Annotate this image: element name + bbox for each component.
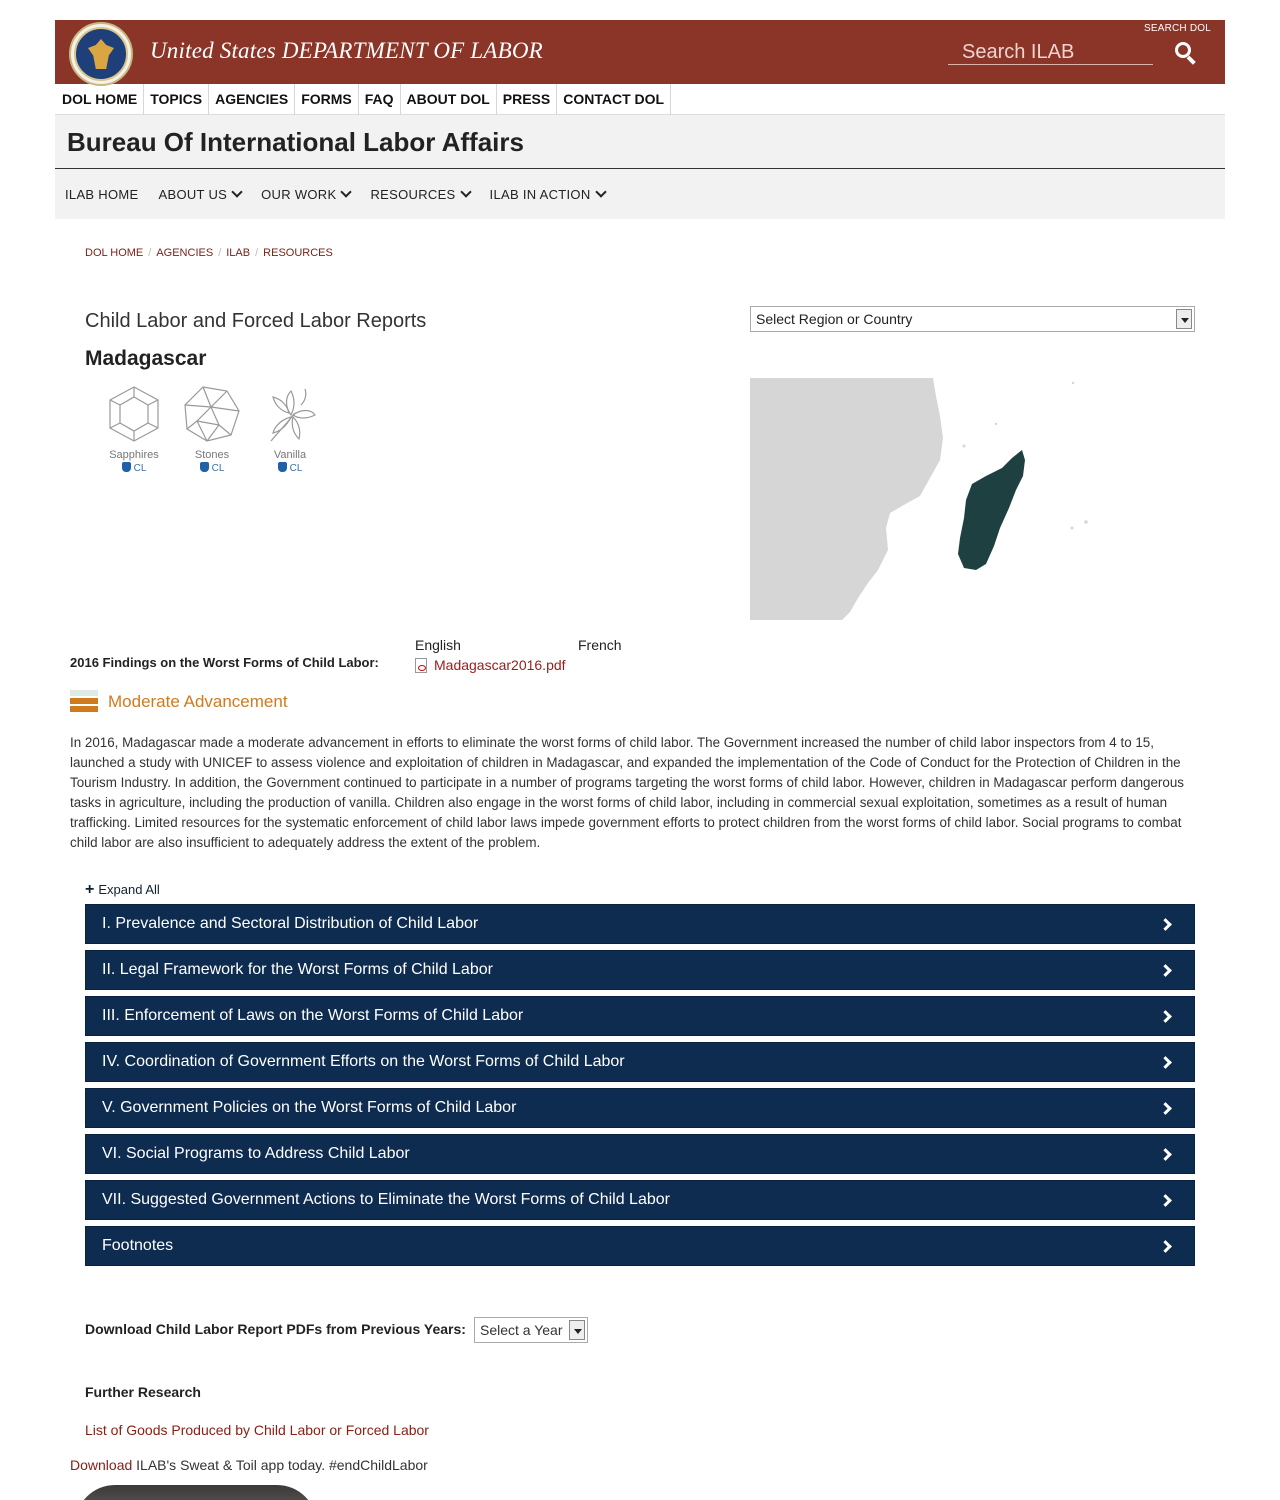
year-select[interactable]: Select a Year [474,1317,588,1343]
sapphire-icon [109,386,159,442]
expand-all-button[interactable]: + Expand All [85,881,160,898]
section-suggested-actions[interactable]: VII. Suggested Government Actions to Eli… [85,1180,1195,1220]
report-sections: I. Prevalence and Sectoral Distribution … [85,904,1195,1272]
nav-forms[interactable]: FORMS [295,84,359,115]
good-sapphires[interactable]: Sapphires CL [95,385,173,474]
chevron-right-icon [1159,963,1172,977]
plus-icon: + [85,881,95,898]
good-vanilla[interactable]: Vanilla CL [251,385,329,474]
pdf-link[interactable]: Madagascar2016.pdf [415,657,566,673]
advancement-rating: Moderate Advancement [70,690,288,714]
breadcrumb-ilab[interactable]: ILAB [226,247,251,259]
summary-text: In 2016, Madagascar made a moderate adva… [70,735,1184,850]
good-tag: CL [133,463,147,474]
dropdown-arrow-icon[interactable] [569,1320,585,1340]
download-previous-label: Download Child Labor Report PDFs from Pr… [85,1321,466,1337]
findings-label: 2016 Findings on the Worst Forms of Chil… [70,655,379,670]
subnav-ilab-home[interactable]: ILAB HOME [65,186,139,202]
chevron-right-icon [1159,1009,1172,1023]
africa-mainland [750,378,943,620]
island-dot [1071,381,1075,385]
subnav-ilab-in-action[interactable]: ILAB IN ACTION [490,186,607,202]
goods-list: Sapphires CL Stones CL Vanilla CL [95,385,329,474]
search-icon[interactable] [1175,42,1197,65]
section-footnotes[interactable]: Footnotes [85,1226,1195,1266]
eagle-icon [88,39,114,69]
island-dot [994,422,998,426]
good-tag: CL [211,463,225,474]
island-dot [1070,526,1074,530]
dol-seal-logo[interactable] [69,22,133,86]
section-coordination[interactable]: IV. Coordination of Government Efforts o… [85,1042,1195,1082]
hand-icon [199,462,209,472]
page-title: Child Labor and Forced Labor Reports [85,310,427,332]
stone-icon [184,386,240,442]
nav-agencies[interactable]: AGENCIES [209,84,296,115]
nav-faq[interactable]: FAQ [359,84,401,115]
top-nav: DOL HOME TOPICS AGENCIES FORMS FAQ ABOUT… [55,84,1225,115]
chevron-right-icon [1159,1101,1172,1115]
section-legal-framework[interactable]: II. Legal Framework for the Worst Forms … [85,950,1195,990]
chevron-down-icon [231,186,243,198]
country-name: Madagascar [85,347,207,370]
hand-icon [121,462,131,472]
island-dot [962,444,966,448]
island-dot [1084,520,1088,524]
nav-about-dol[interactable]: ABOUT DOL [401,84,497,115]
search-dol-label: SEARCH DOL [1143,23,1211,34]
subnav-resources[interactable]: RESOURCES [370,186,472,202]
header-bar: United States DEPARTMENT OF LABOR SEARCH… [55,20,1225,86]
country-select[interactable]: Select Region or Country [750,306,1195,332]
country-map[interactable] [750,378,1195,620]
breadcrumb: DOL HOME / AGENCIES / ILAB / RESOURCES [85,247,333,259]
good-tag: CL [289,463,303,474]
advancement-label: Moderate Advancement [108,692,288,711]
madagascar-shape[interactable] [958,450,1025,570]
good-name: Vanilla [273,449,307,461]
app-promo: Download ILAB's Sweat & Toil app today. … [70,1457,428,1473]
chevron-down-icon [459,186,472,198]
pdf-icon [415,657,427,673]
goods-list-link[interactable]: List of Goods Produced by Child Labor or… [85,1422,429,1438]
nav-topics[interactable]: TOPICS [144,84,210,115]
good-stones[interactable]: Stones CL [173,385,251,474]
section-social-programs[interactable]: VI. Social Programs to Address Child Lab… [85,1134,1195,1174]
app-promo-image[interactable] [75,1485,317,1500]
chevron-right-icon [1159,917,1172,931]
further-research-heading: Further Research [85,1384,201,1400]
section-prevalence[interactable]: I. Prevalence and Sectoral Distribution … [85,904,1195,944]
chevron-down-icon [594,186,607,198]
subnav-about-us[interactable]: ABOUT US [159,186,243,202]
breadcrumb-dol-home[interactable]: DOL HOME [85,247,144,259]
good-name: Sapphires [109,449,159,461]
bureau-title[interactable]: Bureau Of International Labor Affairs [55,115,1225,169]
hand-icon [277,462,287,472]
dropdown-arrow-icon[interactable] [1176,309,1192,329]
app-download-link[interactable]: Download [70,1457,133,1473]
french-label: French [578,637,622,653]
nav-press[interactable]: PRESS [497,84,558,115]
section-policies[interactable]: V. Government Policies on the Worst Form… [85,1088,1195,1128]
chevron-right-icon [1159,1055,1172,1069]
department-title[interactable]: United States DEPARTMENT OF LABOR [150,38,543,63]
nav-dol-home[interactable]: DOL HOME [55,84,145,115]
advancement-bars-icon [70,690,98,714]
chevron-right-icon [1159,1193,1172,1207]
chevron-down-icon [340,186,353,198]
vanilla-icon [270,388,316,442]
chevron-right-icon [1159,1147,1172,1161]
search-input[interactable]: Search ILAB [948,39,1153,65]
sub-nav: ILAB HOME ABOUT US OUR WORK RESOURCES IL… [55,169,1225,219]
section-enforcement[interactable]: III. Enforcement of Laws on the Worst Fo… [85,996,1195,1036]
english-label: English [415,637,461,653]
breadcrumb-resources[interactable]: RESOURCES [263,247,333,259]
breadcrumb-agencies[interactable]: AGENCIES [156,247,214,259]
chevron-right-icon [1159,1239,1172,1253]
nav-contact-dol[interactable]: CONTACT DOL [557,84,672,115]
subnav-our-work[interactable]: OUR WORK [261,186,353,202]
good-name: Stones [194,449,230,461]
